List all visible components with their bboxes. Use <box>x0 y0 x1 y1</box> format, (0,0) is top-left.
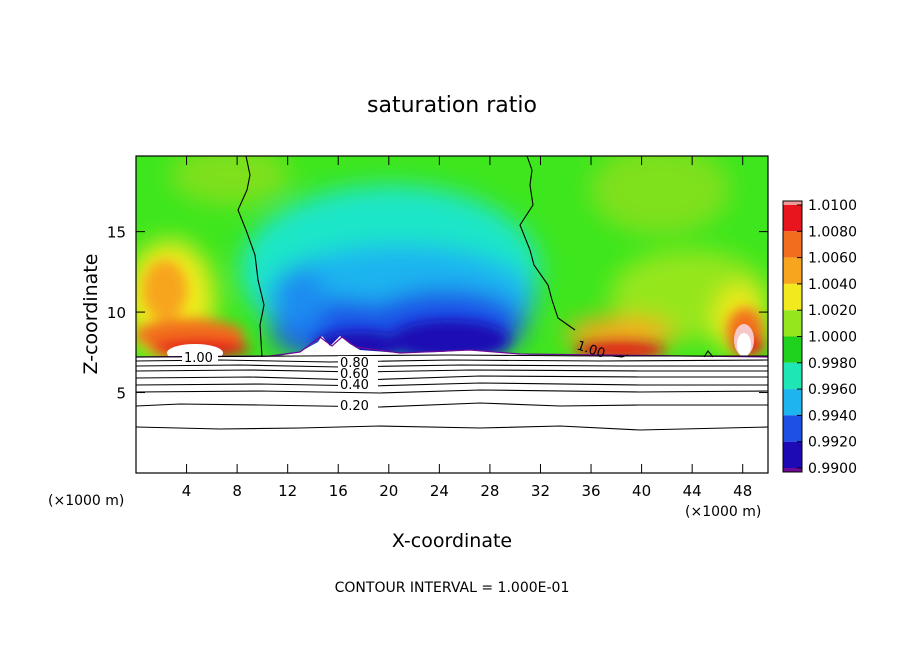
y-tick-label: 5 <box>116 385 126 403</box>
y-tick-label: 10 <box>107 304 126 322</box>
x-tick-label: 48 <box>733 482 752 500</box>
contour-interval-footer: CONTOUR INTERVAL = 1.000E-01 <box>335 580 570 596</box>
contour-lines <box>136 156 768 431</box>
colorbar-swatch <box>783 205 802 232</box>
colorbar-label: 0.9980 <box>808 356 857 372</box>
colorbar-swatch <box>783 257 802 284</box>
colorbar-swatch <box>783 468 802 472</box>
y-axis-label: Z-coordinate <box>80 254 102 375</box>
colorbar-swatch <box>783 441 802 468</box>
x-tick-label: 28 <box>480 482 499 500</box>
colorbar-swatch <box>783 231 802 258</box>
x-tick-label: 16 <box>329 482 348 500</box>
x-axis-label: X-coordinate <box>392 530 512 552</box>
colorbar-label: 0.9960 <box>808 382 857 398</box>
colorbar-label: 1.0020 <box>808 303 857 319</box>
colorbar-swatch <box>783 283 802 311</box>
x-tick-label: 40 <box>632 482 651 500</box>
colorbar-swatch <box>783 310 802 337</box>
colorbar-swatch <box>783 389 802 416</box>
colorbar: 1.0100 1.0080 1.0060 1.0040 1.0020 1.0000 0.99… <box>782 198 857 477</box>
colorbar-label: 1.0060 <box>808 251 857 267</box>
contour-label-0-40: 0.40 <box>340 378 369 393</box>
colorbar-swatch <box>783 201 802 205</box>
colorbar-label: 0.9940 <box>808 408 857 424</box>
colorbar-label: 1.0000 <box>808 330 857 346</box>
y-tick-label: 15 <box>107 224 126 242</box>
chart-title: saturation ratio <box>367 93 537 118</box>
colorbar-label: 1.0080 <box>808 224 857 240</box>
x-tick-label: 36 <box>581 482 600 500</box>
x-tick-label: 12 <box>278 482 297 500</box>
x-tick-label: 32 <box>531 482 550 500</box>
colorbar-swatch <box>783 336 802 363</box>
contour-labels: 1.00 1.00 0.80 0.60 0.40 0.20 <box>182 339 607 414</box>
colorbar-swatch <box>783 415 802 442</box>
colorbar-label: 0.9920 <box>808 435 857 451</box>
x-tick-label: 24 <box>430 482 449 500</box>
contour-label-1-00-left: 1.00 <box>184 351 213 366</box>
colorbar-label: 1.0100 <box>808 198 857 214</box>
colorbar-label: 0.9900 <box>808 461 857 477</box>
x-tick-label: 4 <box>182 482 192 500</box>
x-tick-label: 20 <box>379 482 398 500</box>
x-unit-label-left: (×1000 m) <box>48 493 124 509</box>
colorbar-label: 1.0040 <box>808 277 857 293</box>
heatmap-field <box>136 156 768 473</box>
x-tick-label: 44 <box>683 482 702 500</box>
contour-label-0-20: 0.20 <box>340 399 369 414</box>
x-unit-label-right: (×1000 m) <box>685 504 761 520</box>
plot-frame <box>135 155 769 474</box>
colorbar-swatch <box>783 362 802 390</box>
x-tick-label: 8 <box>232 482 242 500</box>
